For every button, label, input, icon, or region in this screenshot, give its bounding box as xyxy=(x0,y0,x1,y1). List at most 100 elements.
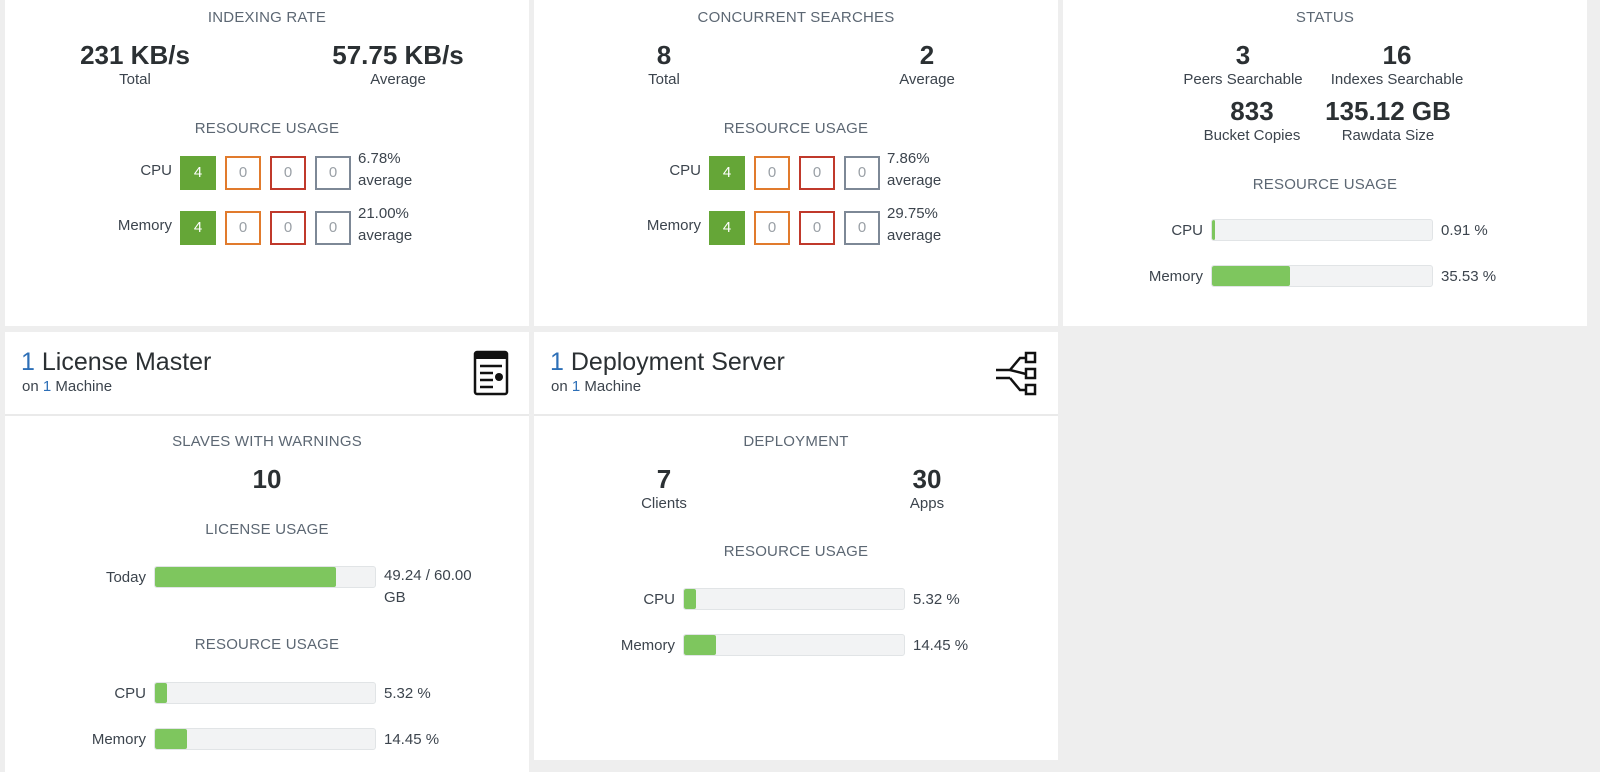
license-cpu-value: 5.32 % xyxy=(384,685,431,702)
status-memory-bar-fill xyxy=(1212,266,1291,286)
license-sub-suffix: Machine xyxy=(55,378,113,395)
slaves-warnings-value: 10 xyxy=(252,464,282,494)
deployment-resource-usage-title: RESOURCE USAGE xyxy=(723,543,869,560)
indexing-total-stat: 231 KB/s Total xyxy=(35,40,235,90)
deployment-clients-label: Clients xyxy=(641,495,687,512)
indexing-resource-usage-title: RESOURCE USAGE xyxy=(194,120,340,137)
indexes-searchable-stat: 16 Indexes Searchable xyxy=(1297,40,1497,90)
searches-memory-count-unknown[interactable]: 0 xyxy=(844,211,880,245)
rawdata-size-label: Rawdata Size xyxy=(1341,127,1435,144)
license-master-count: 1 xyxy=(21,348,35,376)
indexing-memory-count-elevated[interactable]: 0 xyxy=(225,211,261,245)
indexing-cpu-count-elevated[interactable]: 0 xyxy=(225,156,261,190)
searches-cpu-count-high[interactable]: 0 xyxy=(799,156,835,190)
license-cpu-bar-fill xyxy=(155,683,167,703)
searches-cpu-count-unknown[interactable]: 0 xyxy=(844,156,880,190)
status-memory-label: Memory xyxy=(1148,268,1203,285)
searches-average-stat: 2 Average xyxy=(827,40,1027,90)
searches-title: CONCURRENT SEARCHES xyxy=(697,9,895,26)
bucket-copies-label: Bucket Copies xyxy=(1203,127,1301,144)
bucket-copies-value: 833 xyxy=(1230,96,1274,126)
indexing-total-label: Total xyxy=(119,71,151,88)
indexing-cpu-average-pct: 6.78% xyxy=(358,150,401,167)
peers-searchable-label: Peers Searchable xyxy=(1183,71,1303,88)
deployment-cpu-bar xyxy=(683,588,905,610)
searches-memory-label: Memory xyxy=(646,217,701,234)
concurrent-searches-panel: CONCURRENT SEARCHES 8 Total 2 Average RE… xyxy=(534,0,1058,326)
deployment-sub-suffix: Machine xyxy=(584,378,642,395)
status-memory-bar xyxy=(1211,265,1433,287)
deployment-cpu-value: 5.32 % xyxy=(913,591,960,608)
searches-memory-count-normal[interactable]: 4 xyxy=(709,211,745,245)
status-cpu-label: CPU xyxy=(1171,222,1203,239)
deployment-cpu-bar-fill xyxy=(684,589,696,609)
deployment-clients-stat: 7 Clients xyxy=(564,464,764,514)
searches-cpu-average-word: average xyxy=(887,172,942,189)
searches-memory-count-elevated[interactable]: 0 xyxy=(754,211,790,245)
indexing-average-stat: 57.75 KB/s Average xyxy=(298,40,498,90)
indexing-memory-count-high[interactable]: 0 xyxy=(270,211,306,245)
deployment-header-divider xyxy=(534,414,1058,416)
deployment-server-count: 1 xyxy=(550,348,564,376)
indexing-memory-count-unknown[interactable]: 0 xyxy=(315,211,351,245)
searches-memory-count-high[interactable]: 0 xyxy=(799,211,835,245)
license-document-icon xyxy=(473,350,509,401)
rawdata-size-value: 135.12 GB xyxy=(1325,96,1451,126)
deployment-server-title: Deployment Server xyxy=(570,348,785,376)
searches-cpu-count-elevated[interactable]: 0 xyxy=(754,156,790,190)
license-today-bar xyxy=(154,566,376,588)
rawdata-size-stat: 135.12 GB Rawdata Size xyxy=(1288,96,1488,146)
indexing-cpu-average: 6.78% average xyxy=(358,148,412,192)
indexing-cpu-label: CPU xyxy=(140,162,172,179)
deployment-apps-value: 30 xyxy=(912,464,942,494)
license-master-title: License Master xyxy=(41,348,212,376)
searches-cpu-average: 7.86% average xyxy=(887,148,941,192)
indexing-rate-title: INDEXING RATE xyxy=(207,9,327,26)
status-memory-value: 35.53 % xyxy=(1441,268,1497,285)
indexing-average-label: Average xyxy=(370,71,426,88)
deployment-clients-value: 7 xyxy=(656,464,672,494)
searches-resource-usage-title: RESOURCE USAGE xyxy=(723,120,869,137)
status-title: STATUS xyxy=(1295,9,1355,26)
license-resource-usage-title: RESOURCE USAGE xyxy=(194,636,340,653)
license-today-value: 49.24 / 60.00 GB xyxy=(384,565,472,609)
license-master-heading[interactable]: 1 License Master xyxy=(21,348,211,377)
status-cpu-bar xyxy=(1211,219,1433,241)
status-cpu-bar-fill xyxy=(1212,220,1215,240)
indexing-average-value: 57.75 KB/s xyxy=(332,40,464,70)
license-cpu-label: CPU xyxy=(114,685,146,702)
searches-cpu-count-normal[interactable]: 4 xyxy=(709,156,745,190)
deployment-memory-label: Memory xyxy=(620,637,675,654)
license-today-label: Today xyxy=(105,569,146,586)
license-today-unit: GB xyxy=(384,589,406,606)
searches-cpu-label: CPU xyxy=(669,162,701,179)
status-resource-usage-title: RESOURCE USAGE xyxy=(1252,176,1398,193)
license-cpu-bar xyxy=(154,682,376,704)
deployment-server-heading[interactable]: 1 Deployment Server xyxy=(550,348,785,377)
indexing-cpu-count-unknown[interactable]: 0 xyxy=(315,156,351,190)
status-panel: STATUS 3 Peers Searchable 16 Indexes Sea… xyxy=(1063,0,1587,326)
indexes-searchable-label: Indexes Searchable xyxy=(1330,71,1464,88)
deployment-memory-bar-fill xyxy=(684,635,716,655)
deployment-server-panel: 1 Deployment Server on 1 Machine DEPLOYM… xyxy=(534,332,1058,760)
license-master-subtitle: on 1 Machine xyxy=(22,378,112,395)
searches-total-stat: 8 Total xyxy=(564,40,764,90)
indexing-cpu-count-high[interactable]: 0 xyxy=(270,156,306,190)
deployment-tree-icon xyxy=(994,350,1038,403)
license-memory-label: Memory xyxy=(91,731,146,748)
license-today-amount: 49.24 / 60.00 xyxy=(384,567,472,584)
indexing-cpu-count-normal[interactable]: 4 xyxy=(180,156,216,190)
license-memory-bar xyxy=(154,728,376,750)
searches-average-value: 2 xyxy=(919,40,935,70)
searches-memory-average-word: average xyxy=(887,227,942,244)
indexing-memory-count-normal[interactable]: 4 xyxy=(180,211,216,245)
deployment-apps-stat: 30 Apps xyxy=(827,464,1027,514)
indexing-memory-average-word: average xyxy=(358,227,413,244)
indexing-total-value: 231 KB/s xyxy=(80,40,190,70)
indexing-memory-average: 21.00% average xyxy=(358,203,412,247)
deployment-sub-prefix: on xyxy=(551,378,568,395)
searches-cpu-average-pct: 7.86% xyxy=(887,150,930,167)
deployment-sub-count: 1 xyxy=(571,378,581,395)
slaves-warnings-title: SLAVES WITH WARNINGS xyxy=(172,433,362,450)
license-memory-bar-fill xyxy=(155,729,187,749)
